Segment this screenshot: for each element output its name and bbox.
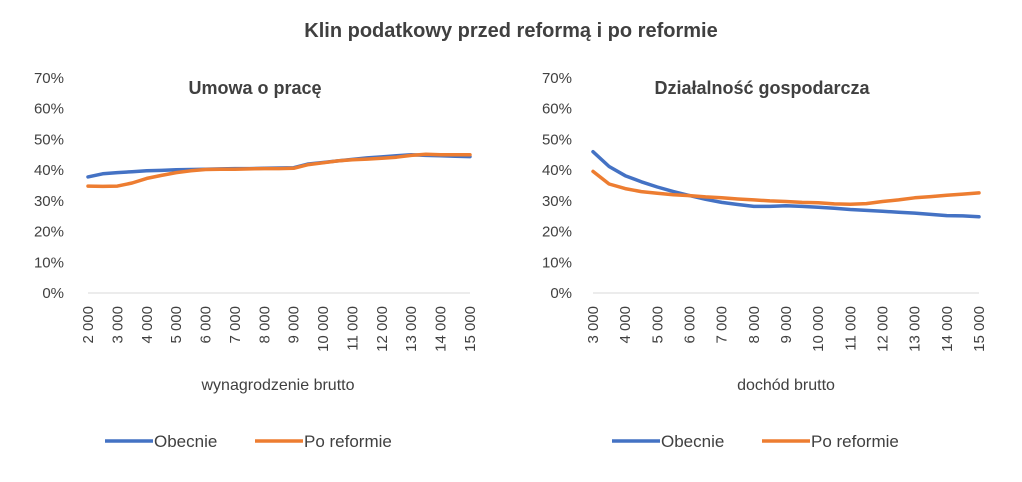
x-tick-label: 7 000 bbox=[227, 306, 244, 344]
x-tick-label: 12 000 bbox=[875, 306, 892, 352]
x-tick-label: 8 000 bbox=[256, 306, 273, 344]
x-tick-label: 13 000 bbox=[403, 306, 420, 352]
x-tick-label: 6 000 bbox=[682, 306, 699, 344]
y-tick-label: 50% bbox=[542, 131, 572, 148]
legend-label: Po reformie bbox=[811, 432, 899, 451]
y-tick-label: 0% bbox=[42, 285, 64, 302]
y-tick-label: 30% bbox=[542, 193, 572, 210]
series-line-obecnie bbox=[86, 153, 472, 179]
x-tick-label: 11 000 bbox=[842, 306, 859, 351]
chart-panel-umowa: Umowa o pracę 0% 10% 20% 30% 40% 50% 60% 70% 2 00… bbox=[34, 70, 479, 451]
x-tick-label: 10 000 bbox=[315, 306, 332, 352]
legend-label: Po reformie bbox=[304, 432, 392, 451]
legend-label: Obecnie bbox=[154, 432, 217, 451]
y-tick-label: 60% bbox=[542, 101, 572, 118]
y-tick-label: 70% bbox=[542, 70, 572, 87]
x-tick-label: 15 000 bbox=[971, 306, 988, 352]
x-tick-label: 4 000 bbox=[617, 306, 634, 344]
series-line-po-reformie bbox=[86, 152, 472, 189]
x-tick-label: 3 000 bbox=[585, 306, 602, 344]
series-line-obecnie bbox=[591, 149, 981, 219]
legend-label: Obecnie bbox=[661, 432, 724, 451]
x-tick-label: 15 000 bbox=[462, 306, 479, 352]
x-tick-label: 3 000 bbox=[109, 306, 126, 344]
x-tick-label: 8 000 bbox=[746, 306, 763, 344]
x-tick-label: 6 000 bbox=[198, 306, 215, 344]
x-tick-label: 7 000 bbox=[714, 306, 731, 344]
y-tick-label: 40% bbox=[34, 162, 64, 179]
figure-title: Klin podatkowy przed reformą i po reform… bbox=[304, 20, 717, 42]
x-tick-label: 13 000 bbox=[907, 306, 924, 352]
panel-title: Umowa o pracę bbox=[188, 78, 321, 98]
x-tick-label: 2 000 bbox=[80, 306, 97, 344]
y-tick-label: 50% bbox=[34, 131, 64, 148]
x-tick-label: 10 000 bbox=[810, 306, 827, 352]
panel-title: Działalność gospodarcza bbox=[654, 78, 870, 98]
y-tick-label: 70% bbox=[34, 70, 64, 87]
y-tick-label: 40% bbox=[542, 162, 572, 179]
chart-panel-dzialalnosc: Działalność gospodarcza 0% 10% 20% 30% 40% 50%… bbox=[542, 70, 988, 451]
series-line-po-reformie bbox=[591, 169, 981, 206]
x-tick-label: 14 000 bbox=[433, 306, 450, 352]
x-tick-label: 12 000 bbox=[374, 306, 391, 352]
x-tick-label: 5 000 bbox=[649, 306, 666, 344]
y-tick-label: 20% bbox=[34, 224, 64, 241]
x-tick-label: 14 000 bbox=[939, 306, 956, 352]
y-tick-label: 20% bbox=[542, 224, 572, 241]
x-tick-label: 9 000 bbox=[286, 306, 303, 344]
y-tick-label: 10% bbox=[542, 254, 572, 271]
y-tick-label: 0% bbox=[550, 285, 572, 302]
x-tick-label: 4 000 bbox=[139, 306, 156, 344]
x-tick-label: 5 000 bbox=[168, 306, 185, 344]
y-tick-label: 30% bbox=[34, 193, 64, 210]
x-axis-label: dochód brutto bbox=[737, 377, 835, 394]
x-tick-label: 11 000 bbox=[344, 306, 361, 351]
y-tick-label: 10% bbox=[34, 254, 64, 271]
y-tick-label: 60% bbox=[34, 101, 64, 118]
x-axis-label: wynagrodzenie brutto bbox=[201, 377, 355, 394]
x-tick-label: 9 000 bbox=[778, 306, 795, 344]
